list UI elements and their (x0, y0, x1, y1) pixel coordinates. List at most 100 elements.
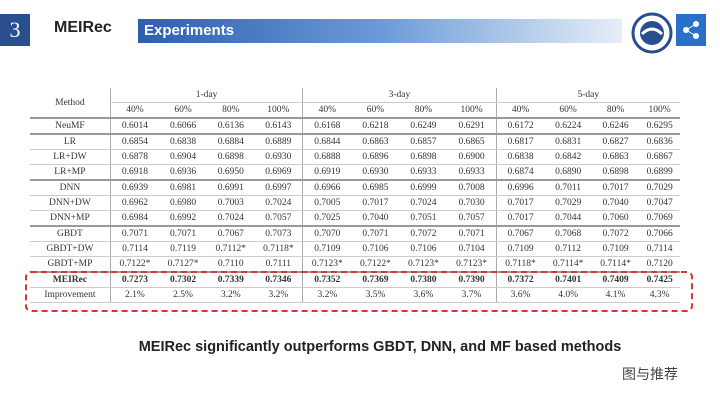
table-cell: 0.6867 (639, 149, 680, 165)
table-cell: 0.6896 (351, 149, 400, 165)
table-cell: 0.7369 (351, 272, 400, 288)
table-cell: 0.6295 (639, 118, 680, 135)
table-cell: 0.6985 (351, 180, 400, 196)
table-row: Method 1-day 3-day 5-day (30, 88, 680, 119)
table-cell: 0.7425 (639, 272, 680, 288)
table-cell: 60% (544, 102, 592, 119)
table-cell: 100% (639, 102, 680, 119)
table-cell: 0.7112* (207, 241, 255, 257)
table-cell: 0.7071 (351, 226, 400, 242)
table-cell: 60% (159, 102, 208, 119)
table-cell: 0.7106 (351, 241, 400, 257)
table-row: LR 0.6854 0.6838 0.6884 0.6889 0.6844 0.6863 0.… (30, 134, 680, 150)
table-cell: 0.6966 (302, 180, 352, 196)
table-cell: 0.6865 (447, 134, 497, 150)
table-cell: 0.7057 (447, 210, 497, 227)
table-cell: 3.5% (351, 287, 400, 303)
table-cell: 0.7040 (591, 195, 640, 211)
table-cell: 1-day (109, 88, 303, 103)
table-cell: 0.7029 (544, 195, 592, 211)
table-cell: 0.6991 (207, 180, 255, 196)
table-cell: 0.6888 (302, 149, 352, 165)
table-cell: 0.7025 (302, 210, 352, 227)
table-cell: 0.6898 (399, 149, 448, 165)
table-cell: 0.6838 (159, 134, 208, 150)
share-button[interactable] (676, 14, 706, 46)
table-cell: 0.7044 (544, 210, 592, 227)
highlight-box (25, 271, 693, 312)
table-cell: 0.7067 (207, 226, 255, 242)
table-cell: 0.6817 (495, 134, 545, 150)
table-cell: 0.6143 (254, 118, 303, 135)
table-cell: DNN+DW (30, 195, 111, 211)
table-cell: 0.7030 (447, 195, 497, 211)
table-cell: 3.2% (302, 287, 352, 303)
table-cell: 0.7040 (351, 210, 400, 227)
table-cell: 0.6218 (351, 118, 400, 135)
table-cell: 0.6842 (544, 149, 592, 165)
table-cell: 0.7067 (495, 226, 545, 242)
table-cell: 100% (447, 102, 497, 119)
table-cell: 0.7109 (495, 241, 545, 257)
table-cell: 0.7011 (544, 180, 592, 196)
table-cell: 80% (591, 102, 640, 119)
table-cell: 0.7057 (254, 210, 303, 227)
table-cell: 0.6836 (639, 134, 680, 150)
table-cell: 0.7024 (207, 210, 255, 227)
table-cell: 0.7106 (399, 241, 448, 257)
table-cell: 0.6844 (302, 134, 352, 150)
results-table: Method 1-day 3-day 5-day 40% 60% 80% 100% 40% 60%… (30, 88, 680, 303)
table-cell: 0.6950 (207, 164, 255, 181)
table-cell: 0.7017 (351, 195, 400, 211)
table-cell: 3.2% (254, 287, 303, 303)
table-row: DNN 0.6939 0.6981 0.6991 0.6997 0.6966 0.6985 0… (30, 180, 680, 196)
table-cell: 0.7118* (495, 256, 545, 273)
table-row: DNN+MP 0.6984 0.6992 0.7024 0.7057 0.7025 0.70… (30, 210, 680, 227)
table-row: GBDT+MP 0.7122* 0.7127* 0.7110 0.7111 0.7123*… (30, 256, 680, 273)
table-cell: 0.7069 (639, 210, 680, 227)
watermark: 图与推荐 (622, 366, 678, 382)
table-cell: 0.7017 (495, 195, 545, 211)
table-cell: 0.6930 (254, 149, 303, 165)
table-cell: 0.6854 (109, 134, 160, 150)
table-cell: 0.7122* (109, 256, 160, 273)
table-cell: 0.7118* (254, 241, 303, 257)
table-cell: LR+DW (30, 149, 111, 165)
table-cell: 0.7109 (302, 241, 352, 257)
table-cell: 0.6863 (351, 134, 400, 150)
table-cell: Method (30, 88, 111, 119)
table-cell: 0.6898 (591, 164, 640, 181)
table-cell: Improvement (30, 287, 111, 303)
section-bar: Experiments (138, 19, 622, 43)
table-cell: 0.7070 (302, 226, 352, 242)
table-cell: 80% (399, 102, 448, 119)
table-cell: 0.6838 (495, 149, 545, 165)
table-cell: 0.7127* (159, 256, 208, 273)
table-cell: 0.6962 (109, 195, 160, 211)
table-cell: 0.7114 (639, 241, 680, 257)
table-cell: 0.6997 (254, 180, 303, 196)
table-cell: 0.6827 (591, 134, 640, 150)
table-cell: 0.7339 (207, 272, 255, 288)
table-cell: 0.7114* (544, 256, 592, 273)
table-cell: 0.6831 (544, 134, 592, 150)
table-cell: 0.6168 (302, 118, 352, 135)
table-cell: 0.7017 (591, 180, 640, 196)
table-cell: 0.6899 (639, 164, 680, 181)
table-cell: DNN (30, 180, 111, 196)
table-cell: 0.7071 (447, 226, 497, 242)
table-cell: 0.6918 (109, 164, 160, 181)
table-cell: 0.6930 (351, 164, 400, 181)
table-cell: 0.7114* (591, 256, 640, 273)
table-row: 40% 60% 80% 100% 40% 60% 80% 100% 40% 60% 80% 100% (30, 102, 680, 119)
table-cell: 0.6900 (447, 149, 497, 165)
table-cell: 0.6172 (495, 118, 545, 135)
table-row: MEIRec 0.7273 0.7302 0.7339 0.7346 0.7352 0.73… (30, 272, 680, 288)
table-cell: 0.7380 (399, 272, 448, 288)
table-cell: 3-day (302, 88, 497, 103)
table-cell: 0.7029 (639, 180, 680, 196)
table-cell: 80% (207, 102, 255, 119)
table-cell: 2.1% (109, 287, 160, 303)
table-cell: 0.7072 (399, 226, 448, 242)
table-cell: 0.7409 (591, 272, 640, 288)
